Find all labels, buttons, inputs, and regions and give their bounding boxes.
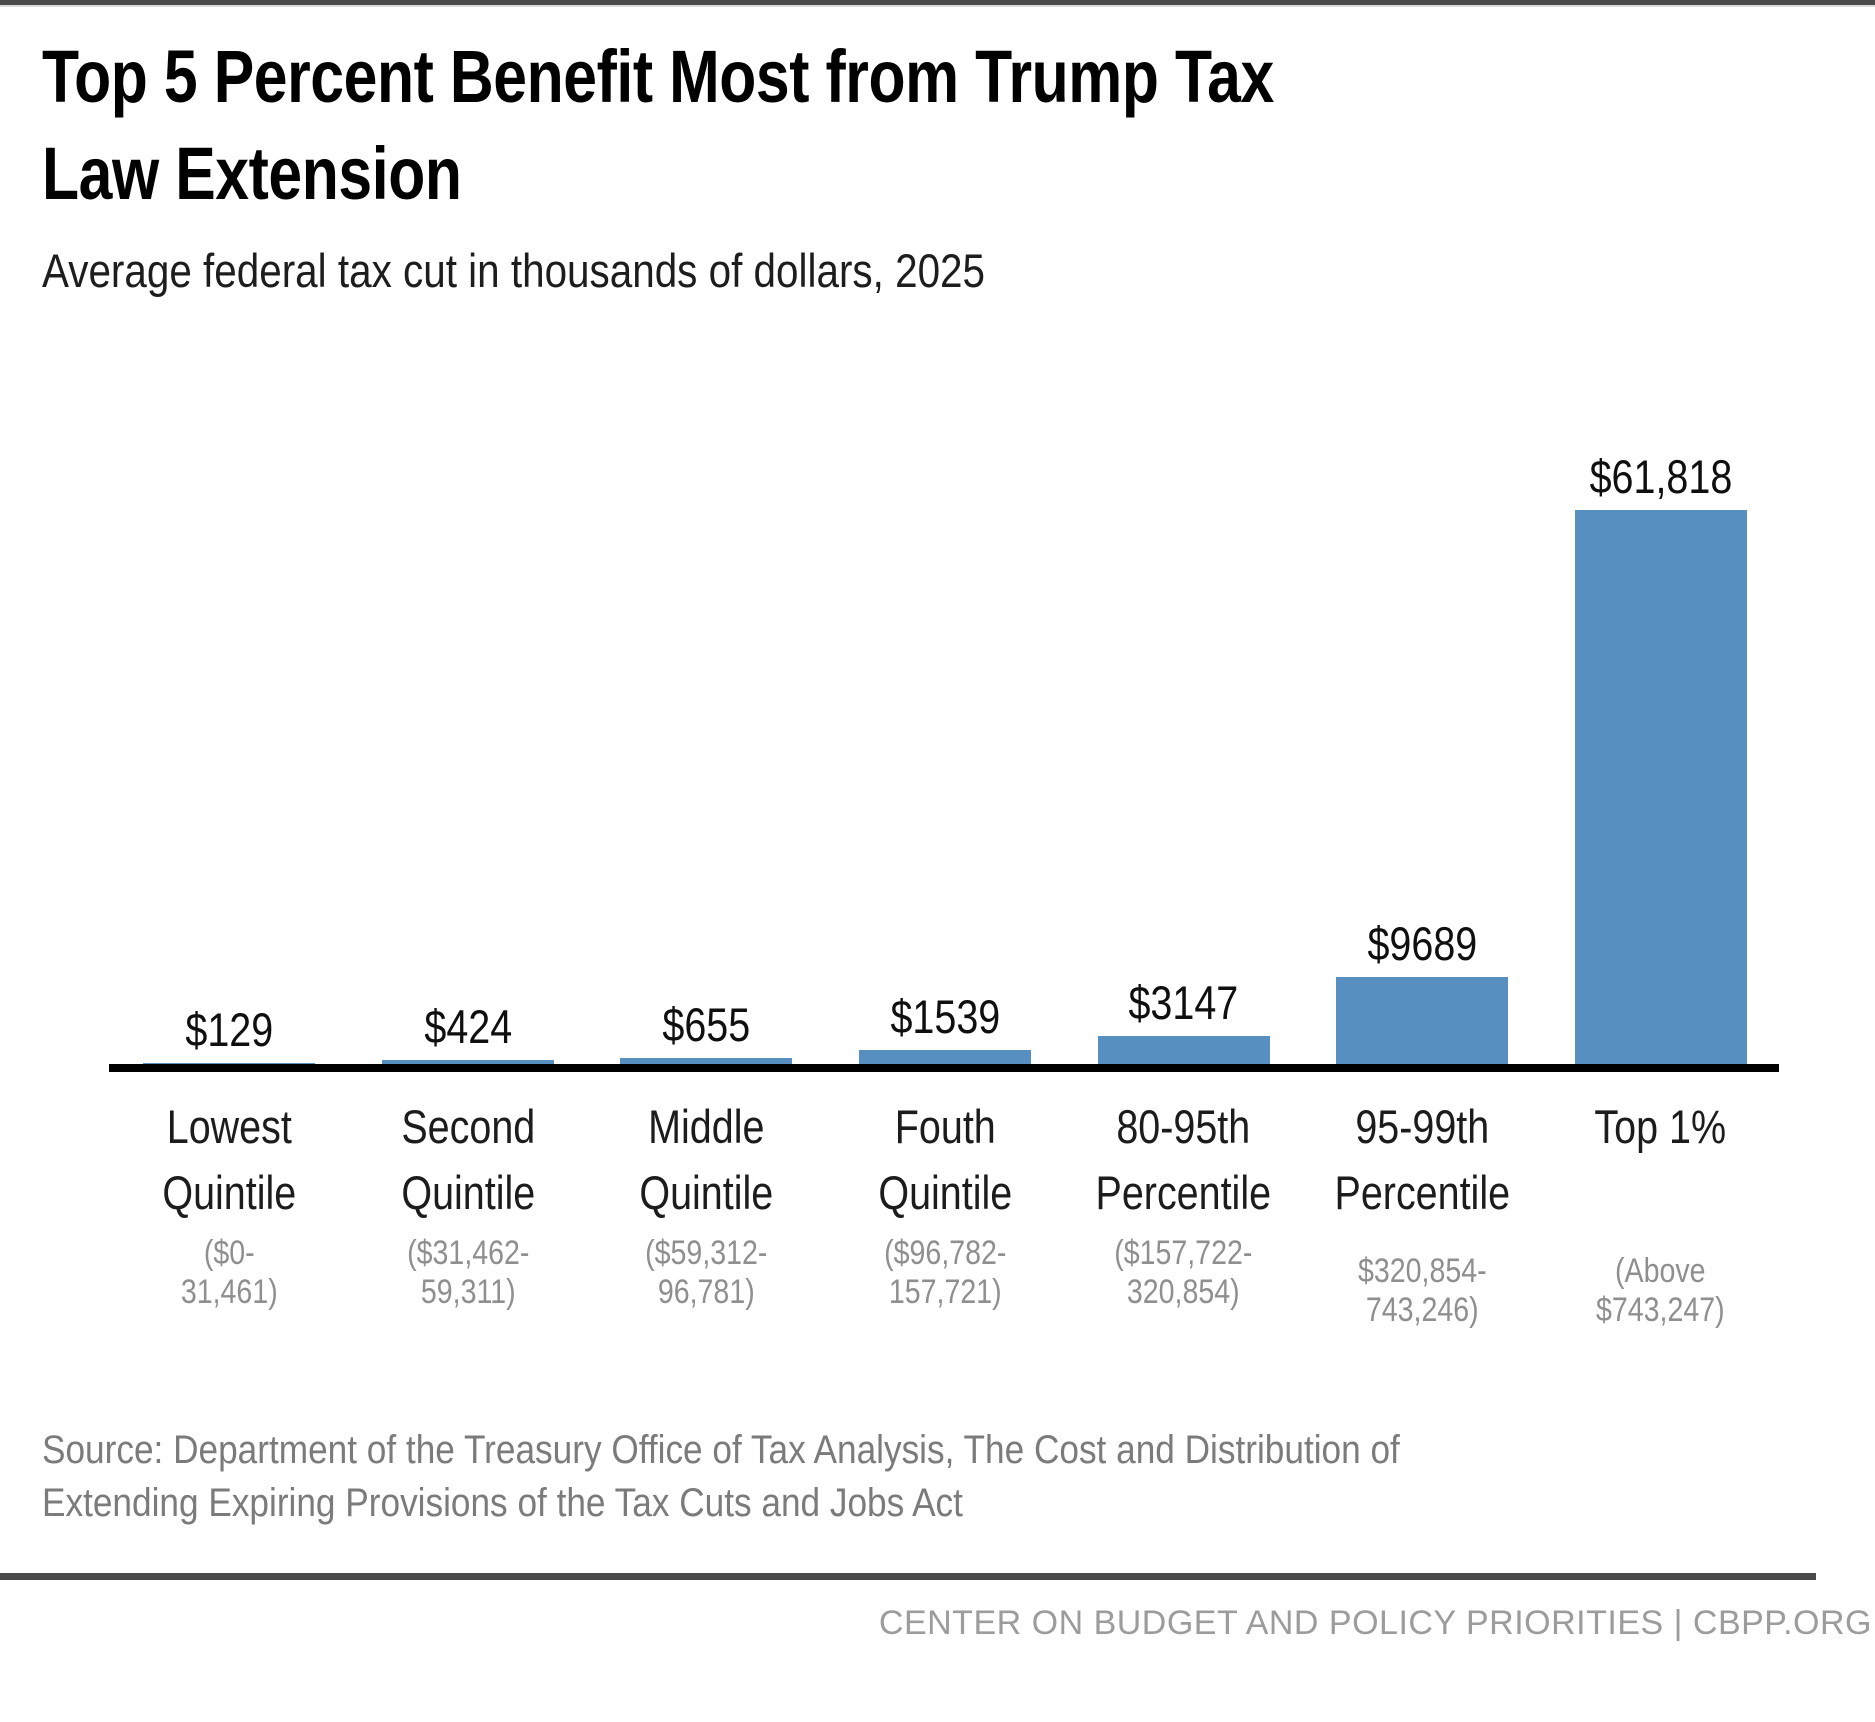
bar-value-label: $424 [423,1000,512,1053]
chart-column: $655 [587,420,826,1064]
footer-divider [0,1573,1816,1580]
bar-value-label: $61,818 [1589,450,1733,503]
chart-column: $1539 [826,420,1065,1064]
bar-value-label: $129 [185,1003,274,1056]
category-name-line-1: Second [400,1100,535,1153]
category-label: Fouth Quintile ($96,782- 157,721) [826,1094,1065,1330]
x-axis-baseline [109,1064,1779,1072]
category-income-range: ($96,782- 157,721) [883,1234,1007,1311]
footer-branding: CENTER ON BUDGET AND POLICY PRIORITIES |… [878,1604,1872,1642]
category-income-range: ($59,312- 96,781) [645,1234,768,1311]
bar [381,1060,554,1064]
bar [1097,1036,1270,1064]
category-label: 95-99th Percentile $320,854- 743,246) [1303,1094,1542,1330]
category-income-range: $320,854- 743,246) [1357,1252,1487,1329]
category-name-line-2: Quintile [639,1166,774,1219]
bar [1574,510,1747,1064]
bar-value-label: $3147 [1128,976,1239,1029]
source-note: Source: Department of the Treasury Offic… [42,1428,1400,1525]
category-income-range: (Above $743,247) [1596,1252,1726,1329]
category-name-line-1: Lowest [166,1100,292,1153]
top-accent-bar [0,0,1875,7]
category-name-line-2 [1561,1160,1761,1226]
category-name-line-1: Middle [648,1100,765,1153]
category-name-line-2: Percentile [1095,1166,1272,1219]
category-label: Second Quintile ($31,462- 59,311) [349,1094,588,1330]
category-name-line-2: Quintile [878,1166,1012,1219]
bar [620,1058,793,1064]
category-label: 80-95th Percentile ($157,722- 320,854) [1064,1094,1303,1330]
bars-row: $129 $424 $655 $1539 $3147 $9689 $61,818 [110,420,1780,1064]
category-income-range: ($157,722- 320,854) [1114,1234,1253,1311]
chart-column: $9689 [1303,420,1542,1064]
category-name-line-2: Quintile [162,1166,297,1219]
bar [1336,977,1509,1064]
category-name-line-2: Quintile [400,1166,535,1219]
category-label: Lowest Quintile ($0- 31,461) [110,1094,349,1330]
chart-subtitle: Average federal tax cut in thousands of … [42,244,986,297]
bar [859,1050,1032,1064]
category-name-line-1: Fouth [894,1100,996,1153]
category-name-line-1: Top 1% [1594,1100,1727,1153]
chart-column: $61,818 [1541,420,1780,1064]
category-name-line-1: 95-99th [1355,1100,1490,1153]
category-label: Middle Quintile ($59,312- 96,781) [587,1094,826,1330]
category-name-line-2: Percentile [1334,1166,1510,1219]
chart-column: $129 [110,420,349,1064]
category-income-range: ($31,462- 59,311) [406,1234,529,1311]
chart-title: Top 5 Percent Benefit Most from Trump Ta… [42,35,1274,215]
chart-column: $424 [349,420,588,1064]
bar-value-label: $1539 [890,990,1000,1043]
category-row: Lowest Quintile ($0- 31,461) Second Quintile… [110,1094,1780,1330]
chart-column: $3147 [1064,420,1303,1064]
bar-value-label: $655 [662,998,751,1051]
bar-value-label: $9689 [1367,917,1478,970]
category-name-line-1: 80-95th [1116,1100,1251,1153]
bar [143,1063,316,1064]
category-label: Top 1% (Above $743,247) [1541,1094,1780,1330]
category-income-range: ($0- 31,461) [180,1234,278,1311]
